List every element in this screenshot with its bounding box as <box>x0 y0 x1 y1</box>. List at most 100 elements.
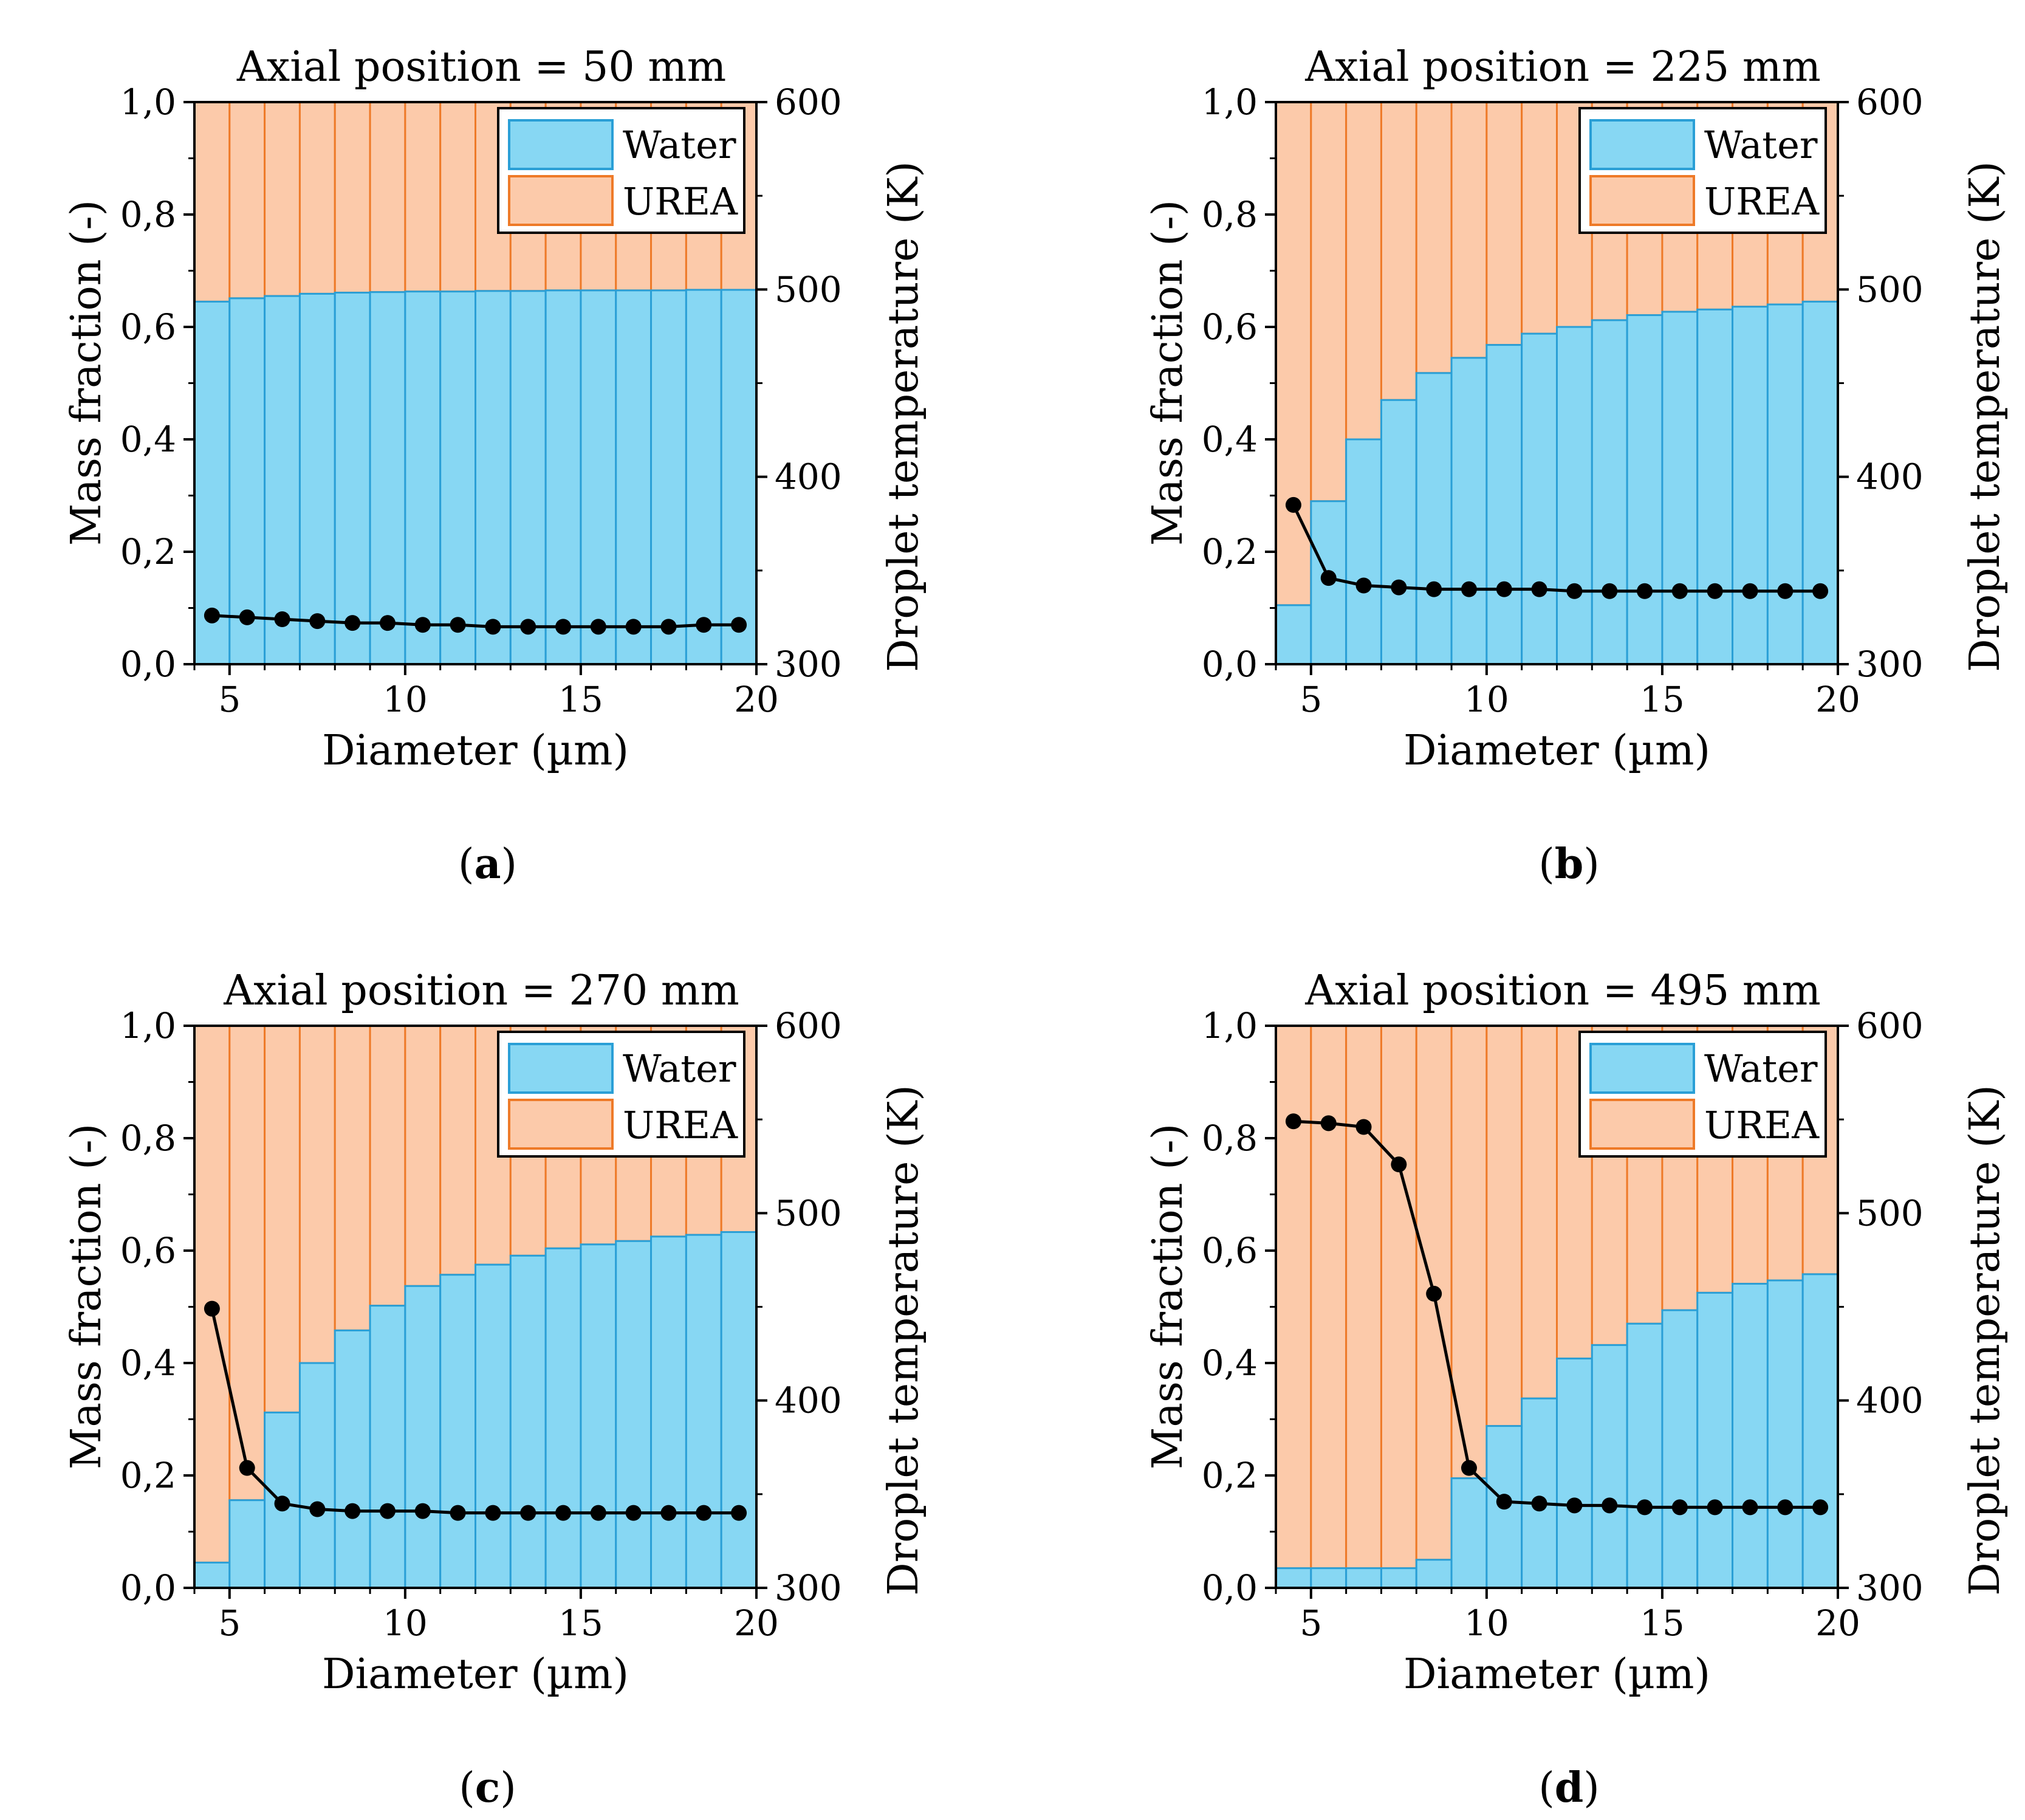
y-tick-label: 1,0 <box>120 1005 176 1046</box>
x-tick-label: 10 <box>1464 679 1509 720</box>
panel-label-paren: ( <box>458 840 475 888</box>
water-bar <box>298 292 336 665</box>
temperature-point <box>590 1505 606 1521</box>
chart-panel-d: 5 10 15 20 0,0 0,2 0,4 0,6 0,8 1,0 300 400 500 600 Dia… <box>1144 967 2009 1812</box>
temperature-point <box>660 619 677 635</box>
temperature-point <box>344 1503 361 1519</box>
y-tick-label: 0,6 <box>1202 1230 1258 1271</box>
legend-urea-swatch <box>508 1099 614 1150</box>
legend-water-label: Water <box>623 123 736 167</box>
panel-label-paren: ( <box>1538 1764 1555 1812</box>
temperature-point <box>414 617 431 633</box>
water-bar <box>1732 1283 1769 1589</box>
chart-panel-c: 5 10 15 20 0,0 0,2 0,4 0,6 0,8 1,0 300 400 500 600 Dia… <box>63 967 928 1812</box>
temperature-point <box>1602 1497 1618 1514</box>
y2-tick-label: 600 <box>1856 81 1924 123</box>
y2-tick-label: 300 <box>775 644 842 685</box>
temperature-point <box>1637 583 1653 599</box>
legend-water-swatch <box>508 1043 614 1094</box>
y-axis-label: Mass fraction (-) <box>63 200 111 546</box>
temperature-point <box>660 1505 677 1521</box>
urea-bar <box>193 101 231 303</box>
x-tick-label: 10 <box>383 679 428 720</box>
temperature-point <box>1602 583 1618 599</box>
urea-bar <box>334 101 371 294</box>
x-tick-label: 15 <box>558 679 603 720</box>
water-bar <box>685 1234 722 1589</box>
panel-label: (a) <box>458 840 517 888</box>
temperature-point <box>1355 577 1372 594</box>
urea-bar <box>1521 1025 1558 1399</box>
urea-bar <box>1415 101 1453 374</box>
temperature-point <box>696 617 712 633</box>
water-bar <box>720 1231 758 1589</box>
temperature-point <box>1391 1156 1407 1173</box>
water-bar <box>1415 1559 1453 1589</box>
chart-title: Axial position = 50 mm <box>236 43 726 91</box>
urea-bar <box>1310 101 1348 503</box>
temperature-point <box>1671 583 1688 599</box>
y-tick-label: 0,0 <box>120 1567 176 1609</box>
temperature-point <box>1707 583 1723 599</box>
y-axis-label: Mass fraction (-) <box>1144 1124 1192 1469</box>
water-bar <box>298 1362 336 1589</box>
temperature-point <box>450 1505 466 1521</box>
temperature-point <box>1426 581 1442 597</box>
panel-label: (b) <box>1538 840 1600 888</box>
temperature-point <box>1812 1499 1829 1516</box>
water-bar <box>1450 357 1488 665</box>
chart-title: Axial position = 495 mm <box>1304 967 1821 1015</box>
water-bar <box>1345 1567 1382 1589</box>
temperature-point <box>1320 1115 1337 1131</box>
water-bar <box>1661 1309 1699 1589</box>
y-tick-label: 1,0 <box>1202 81 1258 123</box>
y2-tick-label: 500 <box>775 269 842 310</box>
x-axis-label: Diameter (µm) <box>322 727 629 775</box>
y2-tick-label: 300 <box>775 1567 842 1609</box>
legend-urea-swatch <box>508 175 614 226</box>
y2-axis-label: Droplet temperature (K) <box>1961 1085 2009 1596</box>
y-tick-label: 0,2 <box>120 531 176 572</box>
chart-panel-a: 5 10 15 20 0,0 0,2 0,4 0,6 0,8 1,0 300 400 500 600 Dia… <box>63 43 928 888</box>
temperature-point <box>590 619 606 635</box>
water-bar <box>615 289 653 665</box>
y-axis-label: Mass fraction (-) <box>1144 200 1192 546</box>
temperature-point <box>1320 570 1337 586</box>
y2-tick-label: 400 <box>775 1380 842 1421</box>
x-tick-label: 5 <box>218 679 241 720</box>
water-bar <box>1696 1291 1734 1589</box>
temperature-point <box>555 1505 572 1521</box>
temperature-point <box>1391 579 1407 596</box>
panel-label: (c) <box>459 1763 516 1812</box>
temperature-point <box>1531 581 1547 597</box>
water-bar <box>439 290 476 665</box>
water-bar <box>369 291 406 665</box>
chart-title: Axial position = 270 mm <box>223 967 739 1015</box>
urea-bar <box>404 1025 442 1287</box>
panel-label-letter: d <box>1555 1763 1584 1812</box>
water-bar <box>1556 1358 1593 1589</box>
temperature-point <box>1707 1499 1723 1516</box>
legend-urea-label: UREA <box>1704 1103 1820 1147</box>
temperature-point <box>1531 1495 1547 1512</box>
temperature-point <box>309 1501 326 1517</box>
temperature-point <box>1812 583 1829 599</box>
y2-tick-label: 300 <box>1856 644 1924 685</box>
y-tick-label: 0,8 <box>120 194 176 235</box>
water-bar <box>720 289 758 665</box>
x-axis-label: Diameter (µm) <box>322 1650 629 1698</box>
water-bar <box>1380 399 1417 665</box>
water-bar <box>334 1329 371 1589</box>
water-bar <box>1626 314 1664 665</box>
urea-bar <box>1275 1025 1312 1570</box>
y2-tick-label: 500 <box>775 1192 842 1234</box>
urea-bar <box>264 101 301 297</box>
y2-tick-label: 600 <box>775 81 842 123</box>
temperature-point <box>1777 583 1794 599</box>
water-bar <box>615 1240 653 1589</box>
y-tick-label: 0,8 <box>1202 1118 1258 1159</box>
water-bar <box>1450 1477 1488 1589</box>
urea-bar <box>334 1025 371 1331</box>
temperature-point <box>485 619 501 635</box>
y-tick-label: 0,4 <box>1202 419 1258 460</box>
